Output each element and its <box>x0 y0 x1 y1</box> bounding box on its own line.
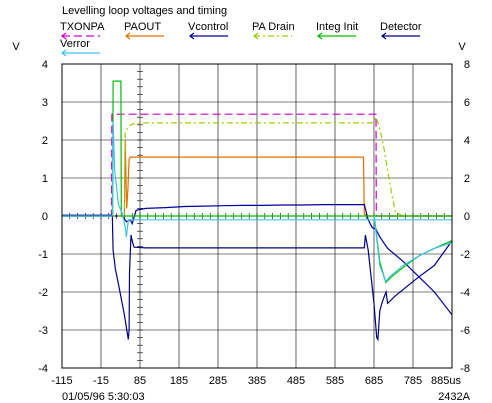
legend-arrow <box>381 32 387 40</box>
legend-arrow <box>61 49 67 57</box>
legend-label: Detector <box>380 21 422 33</box>
legend-arrow <box>189 32 195 40</box>
legend-label: Vcontrol <box>188 21 228 33</box>
y-left-tick-label: -3 <box>38 325 48 337</box>
legend: TXONPA PAOUT Vcontrol PA Drain Integ Init Det… <box>60 21 422 57</box>
legend-arrow <box>317 32 323 40</box>
series-layer <box>62 80 452 342</box>
y-right-tick-label: 2 <box>464 173 470 185</box>
x-tick-label: 885us <box>431 375 461 387</box>
y-right-tick-label: 0 <box>464 211 470 223</box>
y-right-tick-label: -8 <box>460 363 470 375</box>
series-verror <box>62 120 452 237</box>
y-left-tick-label: 3 <box>42 97 48 109</box>
series-pa-drain <box>62 115 452 217</box>
y-right-tick-label: 4 <box>464 135 470 147</box>
y-right-unit-label: V <box>458 41 466 53</box>
legend-label: PAOUT <box>124 21 161 33</box>
x-tick-label: 285 <box>209 375 227 387</box>
y-left-unit-label: V <box>12 41 20 53</box>
x-tick-label: 585 <box>326 375 344 387</box>
legend-label: Integ Init <box>316 21 358 33</box>
legend-arrow <box>61 32 67 40</box>
series-detector <box>62 212 452 342</box>
legend-arrow <box>253 32 259 40</box>
plot-frame <box>61 63 453 369</box>
instrument-id-footer: 2432A <box>438 391 470 403</box>
series-vcontrol <box>62 204 452 316</box>
series-verror-tail <box>373 215 452 283</box>
y-right-tick-label: -2 <box>460 249 470 261</box>
x-tick-label: 185 <box>170 375 188 387</box>
legend-label: PA Drain <box>252 21 295 33</box>
y-left-tick-label: 0 <box>42 211 48 223</box>
y-right-tick-labels: 8 6 4 2 0 -2 -4 -6 -8 <box>460 59 470 375</box>
x-tick-label: 785 <box>404 375 422 387</box>
y-left-tick-label: -4 <box>38 363 48 375</box>
x-tick-label: -115 <box>51 375 72 387</box>
y-right-tick-label: 6 <box>464 97 470 109</box>
chart-title: Levelling loop voltages and timing <box>62 5 227 17</box>
y-left-tick-label: 2 <box>42 135 48 147</box>
y-left-tick-label: 1 <box>42 173 48 185</box>
y-right-tick-label: -4 <box>460 287 470 299</box>
y-left-tick-label: 4 <box>42 59 48 71</box>
legend-label: Verror <box>60 38 90 50</box>
y-left-tick-label: -2 <box>38 287 48 299</box>
x-tick-label: -15 <box>93 375 109 387</box>
legend-label: TXONPA <box>60 21 105 33</box>
x-tick-label: 85 <box>134 375 146 387</box>
y-left-tick-label: -1 <box>38 249 48 261</box>
y-right-tick-label: -6 <box>460 325 470 337</box>
y-left-tick-labels: 4 3 2 1 0 -1 -2 -3 -4 <box>38 59 48 375</box>
timestamp-footer: 01/05/96 5:30:03 <box>62 391 145 403</box>
x-tick-label: 385 <box>248 375 266 387</box>
x-tick-label: 485 <box>287 375 305 387</box>
legend-arrow <box>125 32 131 40</box>
x-tick-labels: -115 -15 85 185 285 385 485 585 685 785 885us <box>51 375 461 387</box>
x-tick-label: 685 <box>365 375 383 387</box>
y-right-tick-label: 8 <box>464 59 470 71</box>
